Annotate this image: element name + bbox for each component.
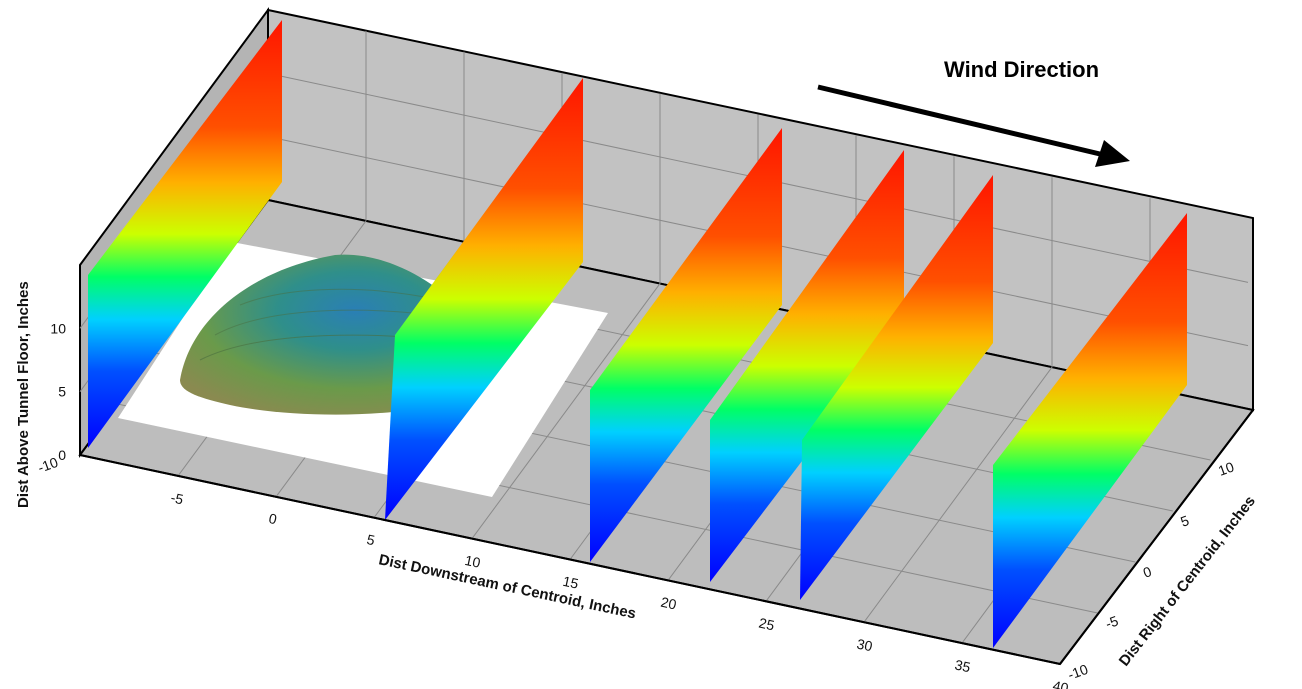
y-tick-label: 5 <box>1178 512 1191 530</box>
x-tick-label: 25 <box>757 615 776 634</box>
wind-direction-arrow <box>817 84 1130 167</box>
slice-x-neg10 <box>88 20 282 448</box>
floor-gridline-x <box>471 283 661 539</box>
x-axis-ticks: -5 0 5 10 15 20 25 30 35 40 <box>169 489 1070 689</box>
z-axis-ticks: 0 5 10 <box>50 320 66 463</box>
x-tick-label: 0 <box>267 510 278 527</box>
y-tick-label: -10 <box>1066 661 1091 683</box>
z-tick-label: 5 <box>58 384 66 400</box>
x-tick-label: 30 <box>855 635 874 654</box>
y-tick-label: 10 <box>1216 458 1236 478</box>
x-tick-label: 35 <box>953 656 972 675</box>
x-tick-label: -5 <box>169 489 185 507</box>
x-tick-label: 5 <box>365 531 376 548</box>
y-tick-label: -5 <box>1103 612 1120 631</box>
y-tick-label: 0 <box>1141 563 1154 581</box>
x-tick-label: 40 <box>1051 677 1070 689</box>
floor-gridline-x <box>863 366 1053 623</box>
wind-direction-label: Wind Direction <box>944 57 1099 82</box>
slice-x-5 <box>385 78 583 520</box>
right-edge <box>1059 409 1254 665</box>
slice-x-21 <box>710 150 904 582</box>
x-tick-label: 20 <box>659 594 678 613</box>
slice-x-15 <box>590 128 782 562</box>
z-tick-label: 10 <box>50 320 66 336</box>
contour-slices <box>88 20 1187 648</box>
front-edge <box>79 454 1061 665</box>
z-tick-label: 0 <box>58 447 66 463</box>
y-tick-label: -10 <box>36 454 61 476</box>
slice-x-36 <box>993 213 1187 648</box>
z-axis-title: Dist Above Tunnel Floor, Inches <box>15 281 32 508</box>
x-tick-label: 15 <box>561 573 580 592</box>
slice-x-26 <box>800 175 993 600</box>
x-tick-label: 10 <box>463 552 482 571</box>
